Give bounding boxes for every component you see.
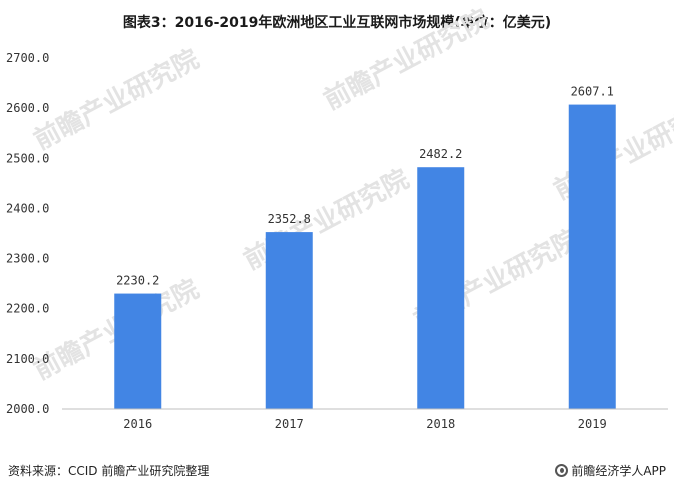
source-note: 资料来源：CCID 前瞻产业研究院整理: [8, 464, 210, 478]
x-tick-label: 2019: [578, 417, 607, 431]
bar-2019: [568, 104, 616, 410]
watermark-text: 前瞻产业研究院: [29, 43, 204, 156]
bar-2016: [114, 293, 162, 409]
data-label: 2352.8: [268, 212, 311, 226]
y-tick-label: 2100.0: [6, 352, 49, 366]
y-tick-label: 2700.0: [6, 51, 49, 65]
data-label: 2230.2: [116, 274, 159, 288]
data-label: 2607.1: [571, 85, 614, 99]
app-credit: 前瞻经济学人APP: [555, 462, 666, 479]
app-logo-icon: [555, 464, 569, 477]
y-tick-label: 2500.0: [6, 151, 49, 165]
y-axis: 2000.0 2100.0 2200.0 2300.0 2400.0 2500.0 2600…: [6, 51, 49, 416]
chart-title: 图表3：2016-2019年欧洲地区工业互联网市场规模(单位：亿美元): [122, 15, 552, 31]
app-name: 前瞻经济学人APP: [571, 464, 666, 478]
y-tick-label: 2400.0: [6, 201, 49, 215]
bar-2018: [417, 167, 465, 409]
watermark-text: 前瞻产业研究院: [319, 3, 494, 116]
x-tick-label: 2018: [426, 417, 455, 431]
bar-2017: [265, 232, 313, 409]
y-tick-label: 2600.0: [6, 101, 49, 115]
watermark-text: 前瞻产业研究院: [239, 163, 414, 276]
bars: [114, 104, 616, 410]
data-label: 2482.2: [419, 147, 462, 161]
y-tick-label: 2300.0: [6, 252, 49, 266]
x-tick-label: 2017: [275, 417, 304, 431]
x-tick-label: 2016: [123, 417, 152, 431]
y-tick-label: 2200.0: [6, 302, 49, 316]
value-labels: 2230.2 2352.8 2482.2 2607.1: [116, 85, 614, 288]
y-tick-label: 2000.0: [6, 402, 49, 416]
x-axis: 2016 2017 2018 2019: [62, 408, 668, 431]
